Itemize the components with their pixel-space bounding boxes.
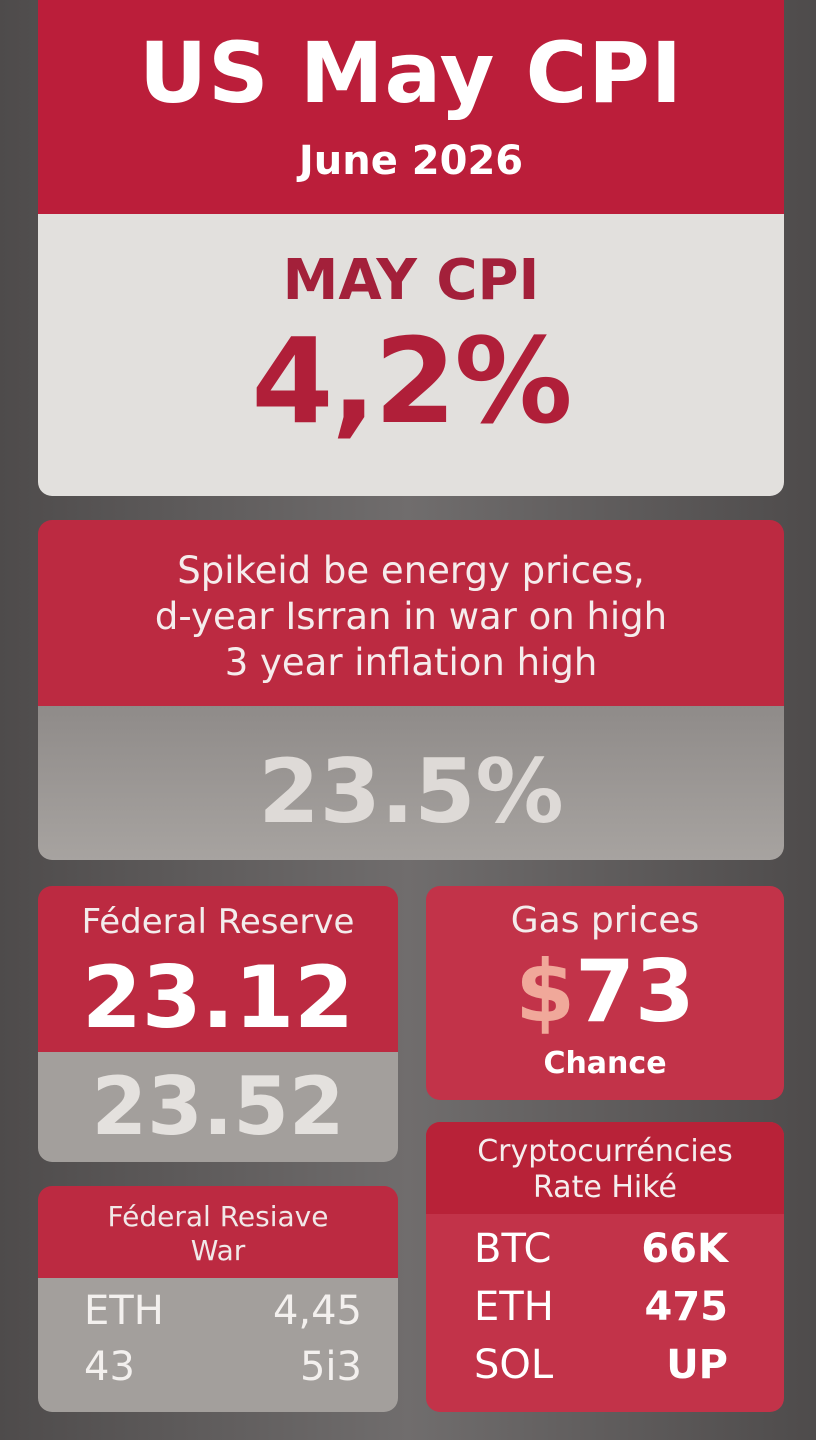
- gas-prices-panel: Gas prices $73 Chance: [426, 886, 784, 1100]
- cpi-value: 4,2%: [251, 312, 572, 450]
- crypto-title-line2: Rate Hiké: [533, 1170, 677, 1205]
- energy-description: Spikeid be energy prices, d-year Isrran …: [58, 548, 764, 686]
- crypto-row: BTC 66K: [474, 1226, 728, 1272]
- page-title: US May CPI: [138, 24, 684, 122]
- crypto-header: Cryptocurréncies Rate Hiké: [426, 1122, 784, 1214]
- page-date: June 2026: [298, 138, 524, 184]
- energy-panel: Spikeid be energy prices, d-year Isrran …: [38, 520, 784, 860]
- gas-prices-sublabel: Chance: [543, 1046, 667, 1081]
- federal-war-title-line2: War: [190, 1234, 246, 1267]
- cpi-label-wrap: MAY CPI: [38, 248, 784, 313]
- federal-war-panel: Féderal Resiave War ETH 4,45 43 5i3: [38, 1186, 398, 1412]
- crypto-value: 66K: [641, 1226, 728, 1272]
- energy-line: 3 year inflation high: [224, 641, 598, 684]
- crypto-value: 475: [644, 1284, 729, 1330]
- row-right: 4,45: [272, 1288, 362, 1334]
- federal-reserve-bottom: 23.52: [38, 1052, 398, 1162]
- federal-war-body: ETH 4,45 43 5i3: [38, 1278, 398, 1412]
- federal-reserve-value: 23.12: [81, 948, 355, 1048]
- row-left: 43: [84, 1344, 135, 1390]
- row-right: 5i3: [299, 1344, 362, 1390]
- cpi-card: MAY CPI 4,2%: [38, 214, 784, 496]
- energy-value: 23.5%: [258, 740, 564, 843]
- federal-reserve-label: Féderal Reserve: [81, 902, 355, 942]
- crypto-row: ETH 475: [474, 1284, 728, 1330]
- energy-value-block: 23.5%: [38, 706, 784, 860]
- crypto-title-line1: Cryptocurréncies: [477, 1134, 733, 1169]
- federal-war-header: Féderal Resiave War: [38, 1186, 398, 1278]
- federal-reserve-secondary-value: 23.52: [91, 1060, 345, 1153]
- crypto-ticker: ETH: [474, 1284, 554, 1330]
- federal-reserve-top: Féderal Reserve 23.12: [38, 886, 398, 1052]
- crypto-value: UP: [666, 1342, 728, 1388]
- cpi-label: MAY CPI: [282, 248, 540, 313]
- gas-prices-label: Gas prices: [510, 900, 700, 941]
- federal-war-row: ETH 4,45: [84, 1288, 362, 1334]
- currency-symbol: $: [515, 942, 576, 1042]
- energy-line: d-year Isrran in war on high: [154, 595, 668, 638]
- energy-text-block: Spikeid be energy prices, d-year Isrran …: [38, 520, 784, 706]
- header-banner: US May CPI June 2026: [38, 0, 784, 214]
- federal-war-title-line1: Féderal Resiave: [107, 1200, 329, 1233]
- row-left: ETH: [84, 1288, 164, 1334]
- gas-prices-value: $73: [426, 942, 784, 1042]
- energy-line: Spikeid be energy prices,: [177, 549, 645, 592]
- crypto-panel: Cryptocurréncies Rate Hiké BTC 66K ETH 4…: [426, 1122, 784, 1412]
- gas-prices-amount: 73: [575, 942, 695, 1042]
- crypto-ticker: BTC: [474, 1226, 552, 1272]
- crypto-row: SOL UP: [474, 1342, 728, 1388]
- federal-war-row: 43 5i3: [84, 1344, 362, 1390]
- federal-reserve-panel: Féderal Reserve 23.12 23.52: [38, 886, 398, 1162]
- crypto-ticker: SOL: [474, 1342, 554, 1388]
